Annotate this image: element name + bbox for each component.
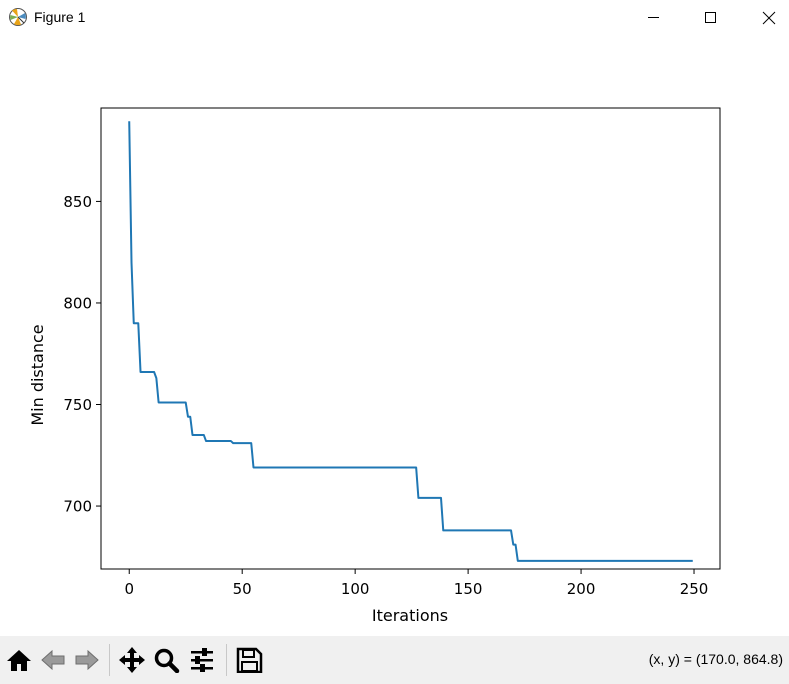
x-tick-label: 100 <box>341 580 370 598</box>
x-tick-label: 200 <box>567 580 596 598</box>
maximize-icon <box>705 12 716 23</box>
save-button[interactable] <box>233 645 265 675</box>
toolbar-separator <box>226 644 227 676</box>
matplotlib-logo-icon <box>9 8 27 26</box>
window-title: Figure 1 <box>34 9 86 25</box>
axes-background <box>101 108 720 569</box>
minimize-icon <box>648 17 659 18</box>
series-line-0 <box>128 121 693 562</box>
close-button[interactable] <box>746 0 789 36</box>
home-icon <box>7 650 31 671</box>
toolbar-separator <box>109 644 110 676</box>
forward-icon <box>75 649 99 671</box>
configure-subplots-button[interactable] <box>186 645 218 675</box>
x-axis-label: Iterations <box>372 606 448 625</box>
window-titlebar: Figure 1 <box>0 0 789 36</box>
y-tick-label: 850 <box>63 193 92 211</box>
home-button[interactable] <box>3 645 35 675</box>
axes-frame <box>100 107 721 570</box>
pan-button[interactable] <box>116 645 148 675</box>
pan-icon <box>119 647 145 673</box>
save-icon <box>236 647 263 673</box>
y-tick-label: 700 <box>63 498 92 516</box>
back-icon <box>41 649 65 671</box>
cursor-coordinates: (x, y) = (170.0, 864.8) <box>648 651 783 667</box>
zoom-button[interactable] <box>151 645 183 675</box>
back-button[interactable] <box>37 645 69 675</box>
zoom-icon <box>154 648 180 673</box>
x-tick-label: 250 <box>680 580 709 598</box>
x-tick-label: 0 <box>124 580 134 598</box>
close-icon <box>762 11 776 25</box>
maximize-button[interactable] <box>688 0 734 36</box>
x-tick-label: 50 <box>233 580 252 598</box>
y-axis-label: Min distance <box>28 324 47 425</box>
y-tick-label: 800 <box>63 294 92 312</box>
navigation-toolbar: (x, y) = (170.0, 864.8) <box>0 636 789 684</box>
x-tick-label: 150 <box>454 580 483 598</box>
minimize-button[interactable] <box>631 0 677 36</box>
y-tick-label: 750 <box>63 396 92 414</box>
configure-subplots-icon <box>191 648 213 672</box>
forward-button[interactable] <box>71 645 103 675</box>
